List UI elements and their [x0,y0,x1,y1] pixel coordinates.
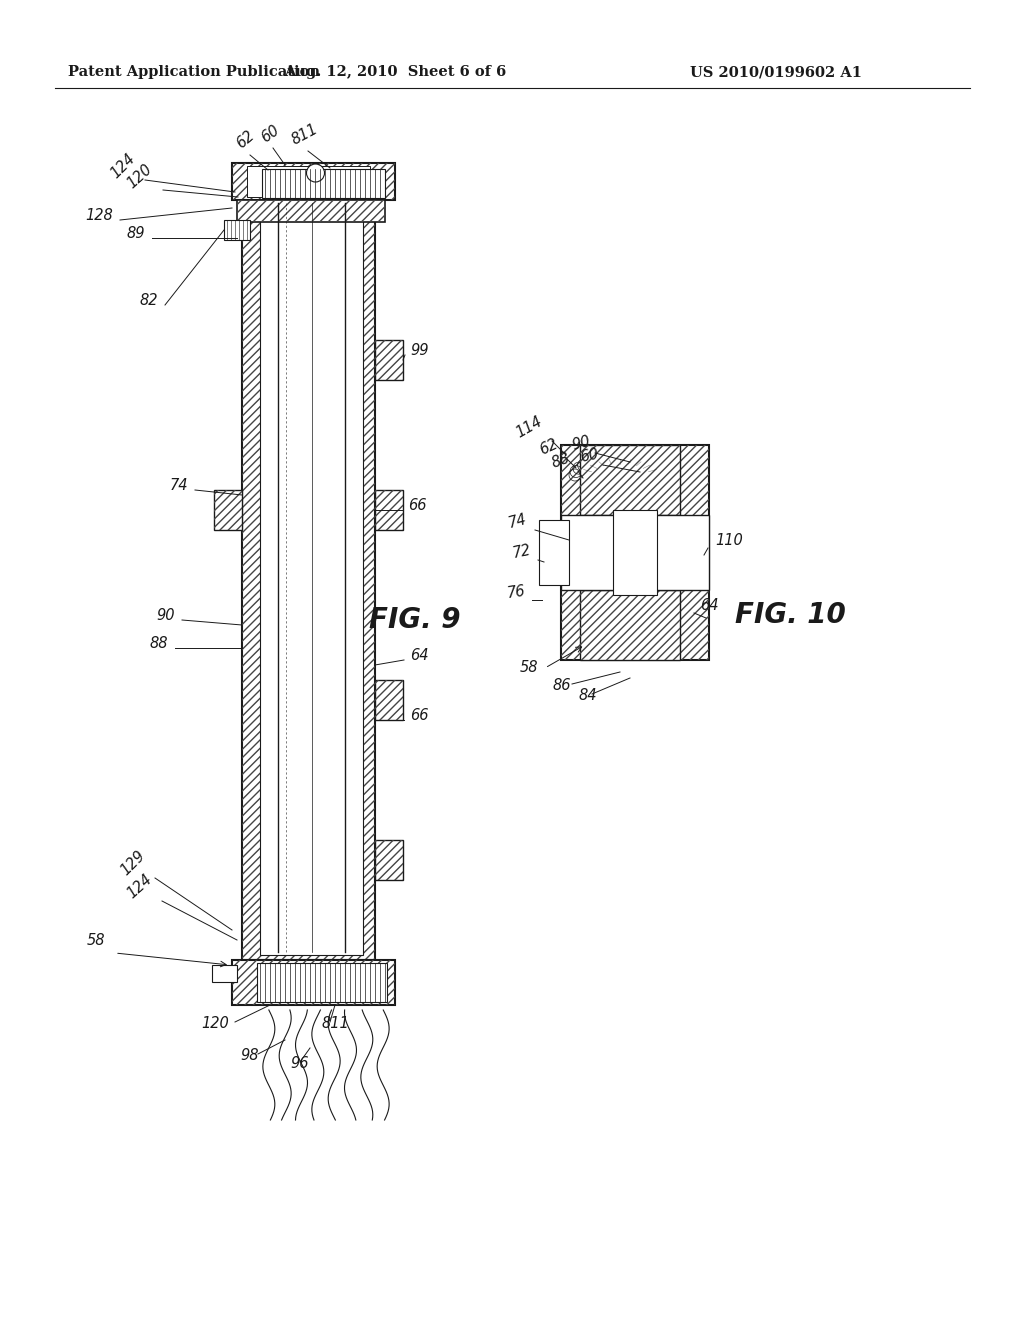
Bar [580,590,680,660]
Bar [375,341,403,380]
Bar [262,169,385,198]
Bar [613,510,657,595]
Text: 120: 120 [201,1016,229,1031]
Text: 60: 60 [258,123,282,145]
Bar [212,965,237,982]
Text: 98: 98 [241,1048,259,1063]
Bar [214,490,242,531]
Text: 86: 86 [553,678,571,693]
Bar [257,964,387,1002]
Text: 74: 74 [170,478,188,492]
Text: 114: 114 [513,414,545,441]
Text: 64: 64 [700,598,719,612]
Text: 72: 72 [511,543,532,561]
Bar [237,201,385,222]
Bar [561,445,709,660]
Bar [232,960,395,1005]
Text: 120: 120 [124,161,155,191]
Text: FIG. 10: FIG. 10 [734,601,846,630]
Bar [242,195,375,960]
Bar [561,515,709,590]
Bar [539,520,569,585]
Bar [375,490,403,531]
Text: 90: 90 [570,434,592,453]
Bar [237,201,385,222]
Text: US 2010/0199602 A1: US 2010/0199602 A1 [690,65,862,79]
Text: 811: 811 [289,121,321,148]
Bar [375,840,403,880]
Text: 124: 124 [108,150,138,181]
Bar [561,445,709,660]
Text: 90: 90 [157,609,175,623]
Bar [375,680,403,719]
Bar [375,680,403,719]
Text: FIG. 9: FIG. 9 [370,606,461,634]
Text: 58: 58 [86,933,105,948]
Text: 84: 84 [579,688,597,704]
Bar [375,341,403,380]
Bar [247,166,370,197]
Text: 82: 82 [139,293,158,308]
Text: 89: 89 [127,226,145,242]
Bar [237,201,385,222]
Text: 110: 110 [715,533,742,548]
Bar [580,445,680,515]
Text: 96: 96 [291,1056,309,1071]
Text: 64: 64 [410,648,428,663]
Bar [224,220,250,240]
Bar [580,445,680,515]
Bar [260,201,362,954]
Text: 66: 66 [410,708,428,723]
Text: 129: 129 [118,847,148,878]
Text: 128: 128 [85,209,113,223]
Text: 88: 88 [150,636,168,651]
Text: Patent Application Publication: Patent Application Publication [68,65,319,79]
Circle shape [306,164,325,182]
Bar [242,195,375,960]
Text: 60: 60 [579,446,600,465]
Text: 76: 76 [506,583,526,601]
Bar [580,590,680,660]
Text: 88: 88 [550,450,572,471]
Text: 66: 66 [408,498,427,513]
Bar [214,490,242,531]
Bar [232,960,395,1005]
Text: 811: 811 [322,1016,349,1031]
Text: 99: 99 [410,343,428,358]
Bar [375,490,403,531]
Text: 62: 62 [537,437,560,458]
Text: 62: 62 [233,128,257,150]
Text: Aug. 12, 2010  Sheet 6 of 6: Aug. 12, 2010 Sheet 6 of 6 [284,65,506,79]
Text: 74: 74 [506,512,528,531]
Text: 58: 58 [519,660,538,675]
Bar [232,162,395,201]
Bar [232,162,395,201]
Bar [375,840,403,880]
Text: 124: 124 [124,871,155,902]
